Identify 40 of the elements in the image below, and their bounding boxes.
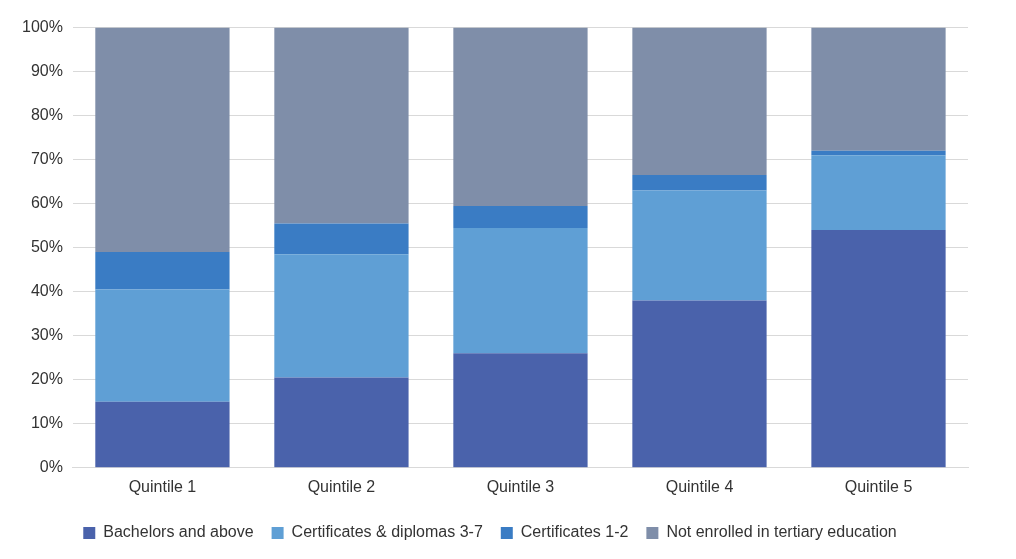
x-tick-label: Quintile 1: [128, 477, 197, 495]
x-tick-label: Quintile 5: [844, 477, 913, 495]
y-tick-label: 60%: [30, 194, 63, 212]
legend-label: Certificates 1-2: [520, 523, 629, 541]
bar: [274, 27, 409, 224]
y-tick-label: 10%: [30, 414, 63, 432]
bar: [453, 205, 588, 228]
bar: [632, 190, 767, 301]
bar: [95, 252, 230, 290]
y-tick-label: 70%: [30, 150, 63, 168]
x-tick-label: Quintile 4: [665, 477, 734, 495]
bar: [95, 27, 230, 253]
legend-label: Bachelors and above: [103, 523, 254, 541]
y-tick-label: 50%: [30, 238, 63, 256]
y-tick-label: 90%: [30, 62, 63, 80]
bar: [632, 27, 767, 176]
y-tick-label: 40%: [30, 282, 63, 300]
y-tick-label: 30%: [30, 326, 63, 344]
bar: [453, 227, 588, 354]
bar: [274, 223, 409, 255]
y-tick-label: 0%: [39, 458, 63, 476]
legend-label: Not enrolled in tertiary education: [666, 523, 897, 541]
bar: [274, 377, 409, 468]
y-tick-label: 80%: [30, 106, 63, 124]
bar: [811, 27, 946, 151]
bar: [95, 401, 230, 468]
bar: [632, 300, 767, 468]
bar: [274, 254, 409, 378]
x-tick-label: Quintile 3: [486, 477, 555, 495]
y-tick-label: 100%: [22, 18, 63, 36]
bar: [811, 230, 946, 468]
bar: [632, 175, 767, 191]
bar: [811, 155, 946, 231]
bar: [453, 353, 588, 468]
legend-label: Certificates & diplomas 3-7: [291, 523, 483, 541]
bar: [95, 289, 230, 402]
x-tick-label: Quintile 2: [307, 477, 376, 495]
y-tick-label: 20%: [30, 370, 63, 388]
bar: [811, 150, 946, 156]
bar: [453, 27, 588, 206]
